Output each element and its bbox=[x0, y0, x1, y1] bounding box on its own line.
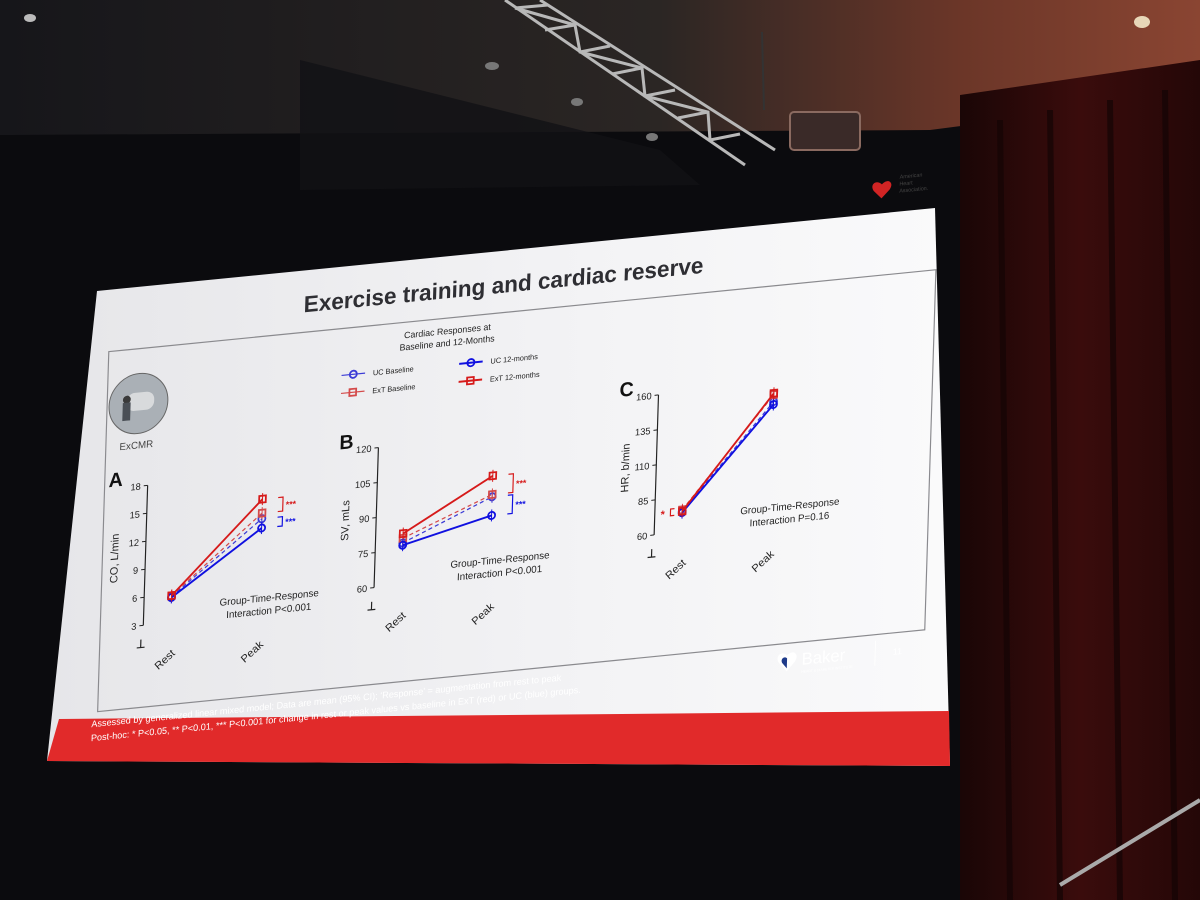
series-line bbox=[402, 496, 493, 544]
legend-marker-square bbox=[466, 375, 475, 386]
data-point bbox=[398, 540, 408, 550]
data-point bbox=[488, 471, 498, 481]
series-line bbox=[171, 518, 263, 598]
sig-bracket bbox=[507, 494, 514, 515]
data-point bbox=[769, 399, 778, 410]
series-ext-12-months bbox=[398, 469, 498, 540]
y-tick-label: 60 bbox=[637, 530, 648, 542]
legend-label: ExT Baseline bbox=[372, 382, 415, 395]
photo-caption: ExCMR bbox=[119, 439, 153, 453]
y-tick-label: 85 bbox=[638, 495, 649, 507]
y-tick-label: 18 bbox=[130, 480, 141, 492]
y-tick-label: 9 bbox=[133, 564, 139, 576]
sig-label: *** bbox=[516, 478, 527, 489]
slide-footer-bar bbox=[47, 711, 950, 766]
series-line bbox=[402, 514, 492, 547]
series-line bbox=[171, 512, 263, 597]
y-tick-label: 12 bbox=[129, 536, 140, 548]
legend-line bbox=[341, 372, 366, 377]
sig-label: *** bbox=[515, 499, 526, 510]
data-point bbox=[257, 508, 267, 518]
legend-line bbox=[340, 390, 365, 395]
y-tick-label: 135 bbox=[635, 425, 651, 438]
stage-railing bbox=[1058, 798, 1200, 887]
sig-label: *** bbox=[285, 516, 296, 527]
aha-logo: American Heart Association. bbox=[872, 172, 929, 199]
slide-screen bbox=[47, 208, 950, 766]
sig-bracket bbox=[507, 473, 515, 494]
y-axis-label: HR, b/min bbox=[619, 443, 632, 493]
data-point bbox=[677, 506, 687, 516]
data-point bbox=[398, 528, 408, 539]
baker-heart-icon bbox=[777, 652, 797, 672]
series-line bbox=[681, 403, 775, 514]
y-tick-label: 3 bbox=[131, 620, 137, 632]
lighting-truss bbox=[504, 0, 776, 167]
y-tick-label: 120 bbox=[356, 443, 372, 456]
slide-number: 11 bbox=[893, 646, 902, 657]
panel-label: A bbox=[108, 469, 123, 493]
legend-line bbox=[459, 360, 483, 365]
y-tick-label: 110 bbox=[634, 460, 649, 473]
legend-line bbox=[458, 378, 483, 383]
y-tick-label: 75 bbox=[358, 548, 369, 560]
series-line bbox=[402, 493, 493, 539]
projected-slide: Exercise training and cardiac reserve Am… bbox=[47, 172, 950, 766]
y-tick-label: 15 bbox=[129, 508, 140, 520]
aha-heart-icon bbox=[872, 181, 892, 199]
legend-label: UC Baseline bbox=[373, 364, 414, 377]
data-point bbox=[258, 494, 267, 504]
sig-label: * bbox=[660, 509, 665, 522]
panel-label: B bbox=[339, 431, 354, 455]
data-point bbox=[769, 388, 779, 399]
excmr-photo bbox=[108, 372, 169, 435]
legend-marker-circle bbox=[348, 369, 358, 379]
data-point bbox=[167, 590, 176, 601]
series-line bbox=[681, 392, 775, 512]
series-ext-12-months bbox=[167, 493, 267, 602]
y-tick-label: 90 bbox=[359, 513, 370, 525]
y-tick-label: 105 bbox=[355, 478, 371, 491]
y-tick-label: 160 bbox=[636, 390, 652, 403]
legend-marker-circle bbox=[466, 358, 476, 368]
content-frame bbox=[97, 269, 937, 713]
svg-text:Heart: Heart bbox=[899, 180, 913, 187]
svg-text:Association.: Association. bbox=[899, 186, 929, 195]
legend-item: ExT Baseline bbox=[340, 382, 416, 398]
data-point bbox=[487, 510, 496, 520]
svg-text:Baker: Baker bbox=[801, 645, 845, 668]
y-axis-label: CO, L/min bbox=[108, 533, 121, 584]
series-line bbox=[170, 527, 263, 599]
y-tick-label: 60 bbox=[357, 583, 368, 595]
y-tick-label: 6 bbox=[132, 592, 138, 604]
panel-label: C bbox=[619, 378, 634, 402]
series-uc-12-months bbox=[398, 509, 496, 552]
baker-logo: Baker HEART & DIABETES INSTITUTE bbox=[777, 645, 853, 674]
sig-label: *** bbox=[286, 499, 297, 510]
sig-bracket bbox=[669, 507, 675, 517]
data-point bbox=[487, 489, 497, 500]
ceiling-lights bbox=[24, 14, 1150, 141]
svg-text:American: American bbox=[900, 172, 923, 180]
sig-bracket bbox=[277, 516, 284, 528]
y-axis-label: SV, mLs bbox=[339, 499, 352, 541]
series-ext-12-months bbox=[677, 387, 779, 518]
svg-text:HEART & DIABETES INSTITUTE: HEART & DIABETES INSTITUTE bbox=[801, 665, 853, 674]
legend-marker-square bbox=[348, 387, 358, 398]
sig-bracket bbox=[277, 496, 284, 513]
stage-curtain bbox=[960, 60, 1200, 900]
series-line bbox=[170, 498, 264, 597]
projector bbox=[789, 111, 861, 151]
y-axis bbox=[142, 485, 149, 626]
series-line bbox=[402, 474, 494, 535]
legend-item: UC Baseline bbox=[341, 364, 414, 379]
data-point bbox=[257, 523, 267, 533]
